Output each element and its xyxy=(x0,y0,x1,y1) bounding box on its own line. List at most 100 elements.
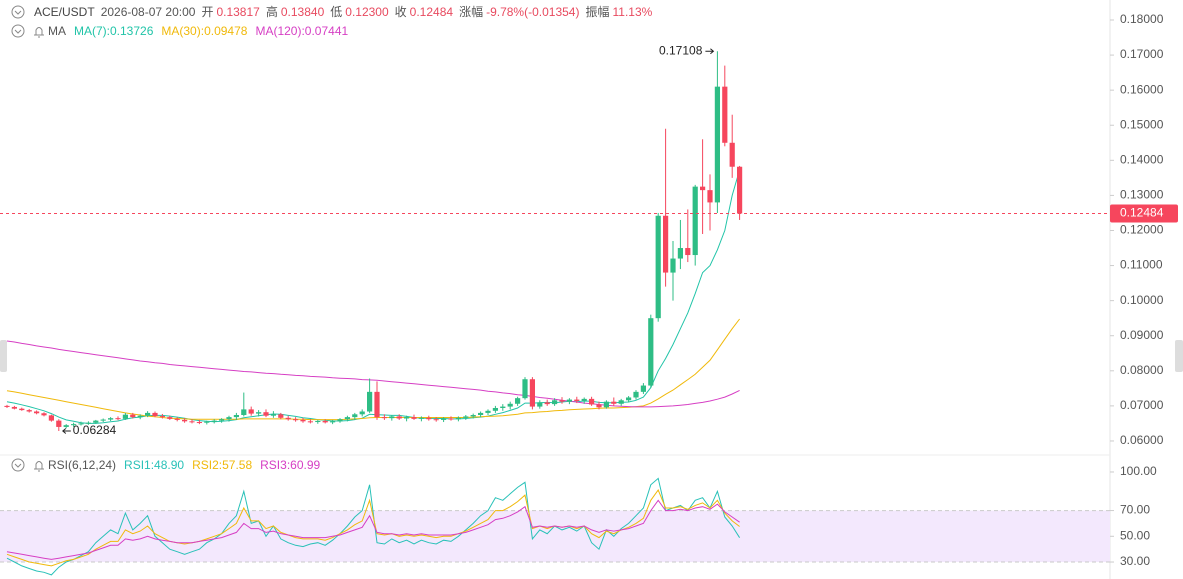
info-value: 11.13% xyxy=(612,5,652,19)
candle-body xyxy=(722,86,728,143)
candle-body xyxy=(322,420,328,423)
y-tick-label: 0.07000 xyxy=(1120,398,1164,412)
info-value: 0.13840 xyxy=(281,5,325,19)
candle-body xyxy=(663,215,669,273)
info-label: 高 xyxy=(266,4,278,19)
y-tick-label: 0.11000 xyxy=(1120,258,1163,272)
y-tick-label: 0.18000 xyxy=(1120,12,1164,26)
candle-body xyxy=(655,215,661,319)
candle-body xyxy=(85,422,91,424)
candle-body xyxy=(78,423,84,425)
candle-body xyxy=(41,413,47,416)
candle-body xyxy=(300,419,306,422)
candle-body xyxy=(552,400,558,405)
info-label: 开 xyxy=(201,5,213,19)
candle-body xyxy=(574,399,580,401)
candle-body xyxy=(211,420,217,422)
candle-body xyxy=(714,86,720,203)
candle-body xyxy=(122,414,128,419)
candle-body xyxy=(352,414,358,418)
candle-body xyxy=(404,417,410,419)
y-tick-label: 50.00 xyxy=(1120,528,1150,542)
y-tick-label: 70.00 xyxy=(1120,503,1150,517)
candle-body xyxy=(544,402,550,405)
candle-body xyxy=(396,416,402,419)
candle-body xyxy=(729,142,735,167)
icons xyxy=(11,5,44,472)
chevron xyxy=(14,463,22,468)
last-price-label: 0.12484 xyxy=(1120,206,1164,220)
candle-body xyxy=(633,391,639,398)
candle-body xyxy=(455,417,461,420)
ma-legend: MA MA(7):0.13726 MA(30):0.09478 MA(120):0.0… xyxy=(48,24,349,38)
candle-body xyxy=(34,411,40,414)
bell-icon[interactable] xyxy=(34,27,44,38)
candle-body xyxy=(359,411,365,415)
candle-body xyxy=(670,258,676,273)
candle-body xyxy=(241,409,247,416)
candle-body xyxy=(204,421,210,423)
candle-body xyxy=(71,424,77,426)
candle-body xyxy=(529,379,535,407)
legend-entry: RSI2:57.58 xyxy=(192,458,252,472)
indicator-line xyxy=(6,340,740,408)
candle-body xyxy=(130,414,136,418)
bell-icon[interactable] xyxy=(34,461,44,472)
candle-body xyxy=(293,419,299,421)
candle-body xyxy=(367,391,373,412)
candle-body xyxy=(270,414,276,416)
candle-body xyxy=(515,398,521,404)
candle-body xyxy=(115,418,121,420)
candle-body xyxy=(492,407,498,411)
candle-body xyxy=(233,415,239,418)
y-tick-label: 0.17000 xyxy=(1120,47,1164,61)
annotation-label: 0.06284 xyxy=(73,423,117,437)
info-value: 0.12300 xyxy=(345,5,389,19)
candle-body xyxy=(507,403,513,407)
candle-body xyxy=(426,417,432,420)
candle-body xyxy=(226,417,232,420)
chevron xyxy=(14,29,22,34)
candle-body xyxy=(433,419,439,421)
indicator-line xyxy=(6,477,741,576)
collapse-icon[interactable] xyxy=(11,24,25,38)
candle-body xyxy=(374,391,380,418)
indicator-line xyxy=(6,318,740,421)
candle-body xyxy=(566,399,572,402)
collapse-icon[interactable] xyxy=(11,5,25,19)
info-value: -9.78%(-0.01354) xyxy=(486,5,579,19)
header: ACE/USDT 2026-08-07 20:00 开 0.13817 高 0.13840… xyxy=(34,4,653,19)
y-tick-label: 0.06000 xyxy=(1120,433,1164,447)
candle-body xyxy=(626,397,632,401)
candle-body xyxy=(640,385,646,392)
collapse-icon[interactable] xyxy=(11,458,25,472)
indicator-name: RSI(6,12,24) xyxy=(48,458,116,472)
candle-body xyxy=(700,186,706,191)
y-tick-label: 0.10000 xyxy=(1120,293,1164,307)
candle-body xyxy=(692,186,698,256)
right-scroll-tab[interactable] xyxy=(1175,340,1183,372)
candle-body xyxy=(611,401,617,404)
annotation-arrow xyxy=(62,428,71,434)
candle-body xyxy=(381,417,387,419)
y-tick-label: 0.08000 xyxy=(1120,363,1164,377)
candle-body xyxy=(263,412,269,416)
candle-body xyxy=(182,419,188,422)
candle-body xyxy=(11,406,17,409)
info-value: 0.13817 xyxy=(216,5,260,19)
candle-body xyxy=(537,402,543,407)
candle-body xyxy=(167,417,173,419)
candle-body xyxy=(485,410,491,413)
legend-entry: RSI3:60.99 xyxy=(260,458,320,472)
candle-body xyxy=(159,416,165,418)
candle-body xyxy=(478,412,484,416)
y-tick-label: 0.15000 xyxy=(1120,117,1164,131)
left-scroll-tab[interactable] xyxy=(0,340,7,372)
info-label: 低 xyxy=(330,5,342,19)
y-tick-label: 0.12000 xyxy=(1120,223,1164,237)
candle-body xyxy=(315,420,321,423)
candle-body xyxy=(448,418,454,420)
